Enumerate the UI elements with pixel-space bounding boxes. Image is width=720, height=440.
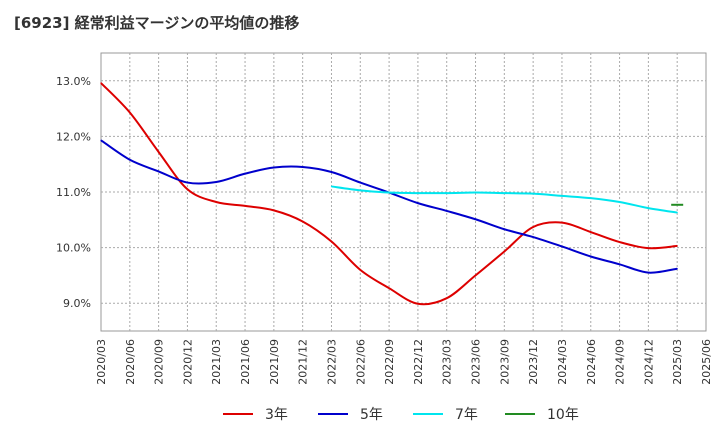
- series-2-point: [590, 255, 592, 258]
- legend-label-4: 10年: [547, 407, 579, 423]
- x-tick-label: 2023/12: [527, 339, 540, 385]
- legend: 3年 5年 7年 10年: [223, 407, 579, 423]
- series-1-point: [129, 111, 131, 114]
- series-3-point: [590, 197, 592, 199]
- series-3-point: [359, 189, 361, 191]
- chart-title: [6923] 経常利益マージンの平均値の推移: [14, 14, 300, 32]
- series-2-point: [244, 173, 246, 175]
- series-2-point: [561, 245, 563, 248]
- x-tick-label: 2020/03: [95, 339, 108, 385]
- x-tick-label: 2022/06: [354, 339, 367, 385]
- x-tick-label: 2023/06: [470, 339, 483, 385]
- series-1-point: [158, 151, 160, 153]
- series-3-point: [647, 207, 649, 209]
- series-1-point: [273, 209, 275, 211]
- series-1-point: [215, 201, 217, 203]
- series-2-point: [330, 171, 333, 173]
- legend-label-3: 7年: [455, 407, 478, 423]
- grid-layer: [101, 53, 706, 331]
- x-tick-label: 2021/12: [297, 339, 310, 385]
- x-tick-label: 2023/03: [441, 339, 454, 385]
- y-tick-label: 13.0%: [56, 75, 91, 88]
- series-layer: [100, 82, 684, 306]
- series-3-point: [474, 191, 477, 194]
- x-tick-label: 2022/03: [325, 339, 338, 385]
- x-tick-label: 2021/03: [210, 339, 223, 385]
- series-1-point: [359, 269, 361, 271]
- series-3-point: [417, 192, 419, 194]
- x-tick-label: 2020/06: [124, 339, 137, 385]
- series-2-point: [676, 268, 678, 270]
- series-2-point: [273, 166, 275, 169]
- x-tick-label: 2023/09: [498, 339, 511, 385]
- x-tick-label: 2024/06: [585, 339, 598, 385]
- x-tick-label: 2021/09: [268, 339, 281, 385]
- series-1-point: [100, 82, 102, 84]
- series-1-point: [302, 220, 304, 223]
- series-1-point: [503, 250, 505, 253]
- series-1-point: [446, 297, 448, 299]
- series-2-point: [100, 139, 102, 141]
- series-2-point: [129, 159, 131, 161]
- series-2-point: [417, 202, 419, 204]
- x-tick-label: 2020/09: [153, 339, 166, 385]
- series-3-point: [503, 192, 505, 194]
- series-2-point: [647, 272, 649, 274]
- series-1-point: [417, 303, 419, 305]
- series-2-point: [302, 166, 304, 168]
- x-tick-label: 2024/03: [556, 339, 569, 385]
- series-1-point: [388, 287, 390, 289]
- x-tick-layer: 2020/03 2020/06 2020/09 2020/12 2021/03 2021/…: [95, 339, 713, 385]
- series-3-point: [388, 191, 390, 194]
- series-1-point: [244, 205, 246, 207]
- series-2-point: [215, 181, 217, 183]
- series-1-point: [186, 188, 189, 190]
- x-tick-label: 2024/09: [614, 339, 627, 385]
- series-1-point: [532, 226, 534, 228]
- x-tick-label: 2022/12: [412, 339, 425, 385]
- series-3-point: [532, 193, 534, 195]
- series-1-point: [590, 231, 592, 233]
- series-1-point: [676, 245, 678, 247]
- series-3-point: [618, 201, 621, 203]
- series-3-point: [561, 195, 563, 197]
- series-1-point: [330, 240, 333, 243]
- series-2-point: [446, 210, 448, 212]
- series-2-point: [186, 181, 189, 184]
- series-1-point: [618, 241, 621, 243]
- legend-label-1: 3年: [265, 407, 288, 423]
- series-2-point: [474, 218, 477, 220]
- y-tick-label: 12.0%: [56, 130, 91, 143]
- series-1-point: [474, 274, 477, 276]
- series-3-point: [330, 185, 333, 188]
- series-1-point: [561, 221, 563, 224]
- series-2-point: [618, 263, 621, 265]
- series-2-point: [532, 236, 534, 238]
- series-2-point: [503, 228, 505, 230]
- x-tick-label: 2021/06: [239, 339, 252, 385]
- series-2-point: [359, 181, 361, 184]
- x-tick-label: 2020/12: [181, 339, 194, 385]
- y-tick-label: 11.0%: [56, 186, 91, 199]
- x-tick-label: 2024/12: [642, 339, 655, 385]
- x-tick-label: 2025/03: [671, 339, 684, 385]
- series-1-point: [647, 247, 649, 249]
- series-4-point: [676, 204, 678, 206]
- series-3-point: [446, 192, 448, 194]
- series-3-point: [676, 211, 678, 214]
- series-2-point: [158, 170, 160, 173]
- y-tick-label: 9.0%: [63, 297, 91, 310]
- x-tick-label: 2022/09: [383, 339, 396, 385]
- x-tick-label: 2025/06: [700, 339, 713, 385]
- legend-label-2: 5年: [360, 407, 383, 423]
- y-tick-label: 10.0%: [56, 242, 91, 255]
- y-tick-layer: 9.0% 10.0% 11.0% 12.0% 13.0%: [56, 75, 91, 310]
